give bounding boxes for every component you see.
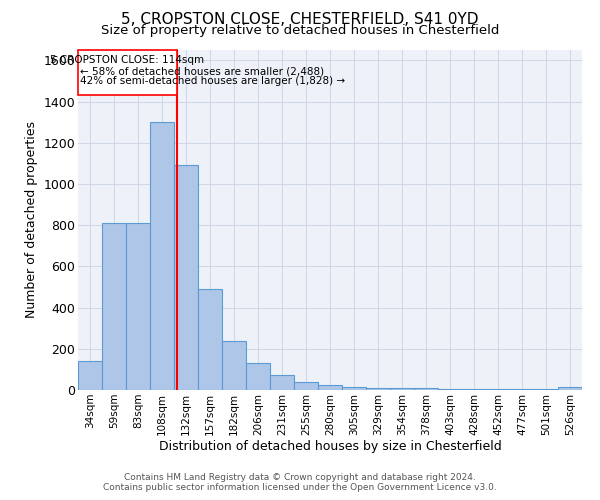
Bar <box>174 166 198 390</box>
Bar <box>102 223 126 390</box>
Bar <box>486 389 510 390</box>
Bar <box>222 340 246 390</box>
Bar <box>270 374 294 390</box>
Bar <box>78 361 102 390</box>
X-axis label: Distribution of detached houses by size in Chesterfield: Distribution of detached houses by size … <box>158 440 502 454</box>
Text: 5 CROPSTON CLOSE: 114sqm: 5 CROPSTON CLOSE: 114sqm <box>50 55 205 65</box>
Bar <box>462 389 486 390</box>
FancyBboxPatch shape <box>78 50 177 96</box>
Bar <box>534 389 558 390</box>
Bar <box>366 388 390 390</box>
Text: Contains HM Land Registry data © Crown copyright and database right 2024.
Contai: Contains HM Land Registry data © Crown c… <box>103 473 497 492</box>
Bar <box>318 385 342 390</box>
Text: Size of property relative to detached houses in Chesterfield: Size of property relative to detached ho… <box>101 24 499 37</box>
Bar <box>246 363 270 390</box>
Text: 5, CROPSTON CLOSE, CHESTERFIELD, S41 0YD: 5, CROPSTON CLOSE, CHESTERFIELD, S41 0YD <box>121 12 479 28</box>
Bar <box>510 389 534 390</box>
Y-axis label: Number of detached properties: Number of detached properties <box>25 122 38 318</box>
Text: 42% of semi-detached houses are larger (1,828) →: 42% of semi-detached houses are larger (… <box>80 76 345 86</box>
Bar <box>150 122 174 390</box>
Bar <box>294 382 318 390</box>
Bar <box>390 388 414 390</box>
Bar <box>198 289 222 390</box>
Bar <box>126 223 150 390</box>
Bar <box>414 388 438 390</box>
Text: ← 58% of detached houses are smaller (2,488): ← 58% of detached houses are smaller (2,… <box>80 66 324 76</box>
Bar <box>558 387 582 390</box>
Bar <box>342 387 366 390</box>
Bar <box>438 389 462 390</box>
